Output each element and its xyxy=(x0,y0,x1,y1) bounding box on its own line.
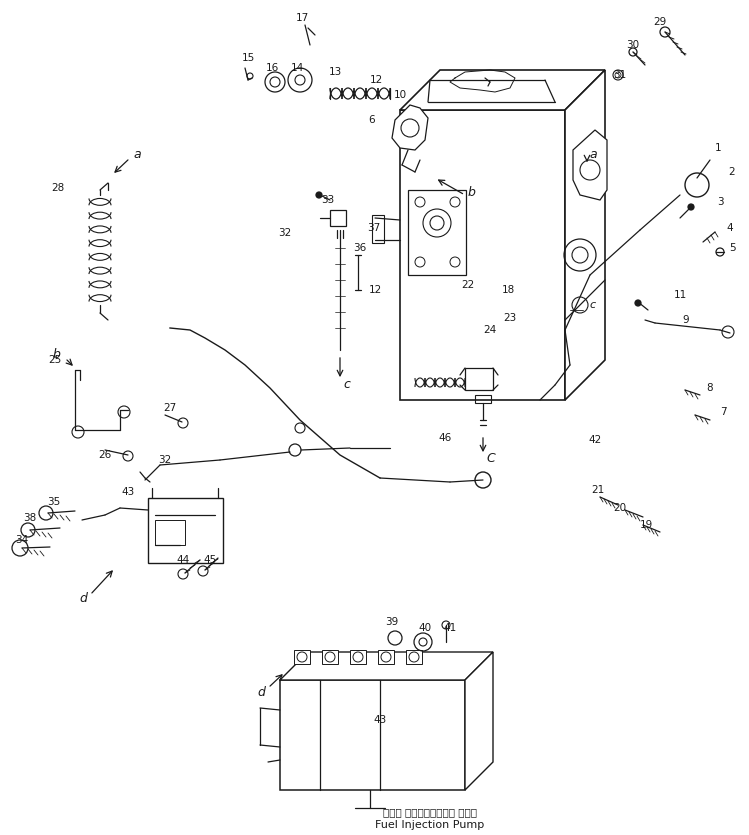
Text: 28: 28 xyxy=(52,183,64,193)
Text: 11: 11 xyxy=(673,290,687,300)
Bar xyxy=(408,190,466,275)
Bar xyxy=(322,650,338,664)
Bar xyxy=(406,650,422,664)
Text: 22: 22 xyxy=(461,280,475,290)
Circle shape xyxy=(635,300,641,306)
Text: 12: 12 xyxy=(369,75,383,85)
Polygon shape xyxy=(573,130,607,200)
Text: 15: 15 xyxy=(241,53,255,63)
Text: 6: 6 xyxy=(369,115,375,125)
Text: 31: 31 xyxy=(613,70,627,80)
Bar xyxy=(148,498,223,563)
Text: 41: 41 xyxy=(443,623,457,633)
Text: 43: 43 xyxy=(121,487,135,497)
Text: フェル インジェクション ポンプ: フェル インジェクション ポンプ xyxy=(383,807,477,817)
Text: 18: 18 xyxy=(501,285,515,295)
Text: b: b xyxy=(52,348,60,362)
Text: 16: 16 xyxy=(265,63,279,73)
Text: 45: 45 xyxy=(204,555,216,565)
Bar xyxy=(350,650,366,664)
Text: 36: 36 xyxy=(354,243,366,253)
Text: d: d xyxy=(257,686,265,699)
Text: d: d xyxy=(79,591,87,605)
Circle shape xyxy=(716,248,724,256)
Circle shape xyxy=(316,192,322,198)
Polygon shape xyxy=(565,70,605,400)
Bar xyxy=(378,650,394,664)
Text: a: a xyxy=(133,149,141,161)
Text: 27: 27 xyxy=(163,403,177,413)
Text: 1: 1 xyxy=(715,143,721,153)
Bar xyxy=(330,210,346,226)
Text: 26: 26 xyxy=(98,450,112,460)
Bar xyxy=(155,520,185,545)
Text: C: C xyxy=(486,452,495,464)
Polygon shape xyxy=(392,105,428,150)
Text: 30: 30 xyxy=(626,40,640,50)
Text: 20: 20 xyxy=(613,503,627,513)
Polygon shape xyxy=(465,652,493,790)
Text: 25: 25 xyxy=(49,355,61,365)
Text: 17: 17 xyxy=(295,13,309,23)
Text: 33: 33 xyxy=(321,195,335,205)
Text: 43: 43 xyxy=(373,715,386,725)
Text: 5: 5 xyxy=(729,243,736,253)
Text: 13: 13 xyxy=(328,67,342,77)
Text: 4: 4 xyxy=(727,223,733,233)
Text: 40: 40 xyxy=(419,623,431,633)
Polygon shape xyxy=(280,652,493,680)
Text: 42: 42 xyxy=(589,435,601,445)
Text: 38: 38 xyxy=(23,513,37,523)
Bar xyxy=(465,368,493,390)
Text: 7: 7 xyxy=(720,407,727,417)
Text: 12: 12 xyxy=(369,285,382,295)
Text: 29: 29 xyxy=(653,17,667,27)
Bar xyxy=(400,110,565,400)
Circle shape xyxy=(688,204,694,210)
Text: 9: 9 xyxy=(682,315,689,325)
Bar xyxy=(475,395,491,403)
Text: 10: 10 xyxy=(393,90,407,100)
Text: 24: 24 xyxy=(483,325,497,335)
Text: Fuel Injection Pump: Fuel Injection Pump xyxy=(375,820,485,830)
Text: 32: 32 xyxy=(279,228,291,238)
Text: 39: 39 xyxy=(386,617,398,627)
Circle shape xyxy=(685,173,709,197)
Bar xyxy=(280,680,465,790)
Text: c: c xyxy=(590,300,596,310)
Bar xyxy=(372,215,384,243)
Text: 34: 34 xyxy=(16,535,28,545)
Text: 32: 32 xyxy=(158,455,172,465)
Text: 44: 44 xyxy=(176,555,189,565)
Text: 19: 19 xyxy=(640,520,652,530)
Text: 3: 3 xyxy=(717,197,724,207)
Text: b: b xyxy=(468,185,476,199)
Text: 21: 21 xyxy=(592,485,604,495)
Text: 8: 8 xyxy=(707,383,713,393)
Text: a: a xyxy=(589,148,597,160)
Text: 2: 2 xyxy=(729,167,736,177)
Text: 35: 35 xyxy=(47,497,61,507)
Bar xyxy=(294,650,310,664)
Text: 23: 23 xyxy=(503,313,517,323)
Text: 46: 46 xyxy=(438,433,452,443)
Text: 14: 14 xyxy=(291,63,303,73)
Text: c: c xyxy=(343,377,350,391)
Polygon shape xyxy=(400,70,605,110)
Text: 37: 37 xyxy=(367,223,380,233)
